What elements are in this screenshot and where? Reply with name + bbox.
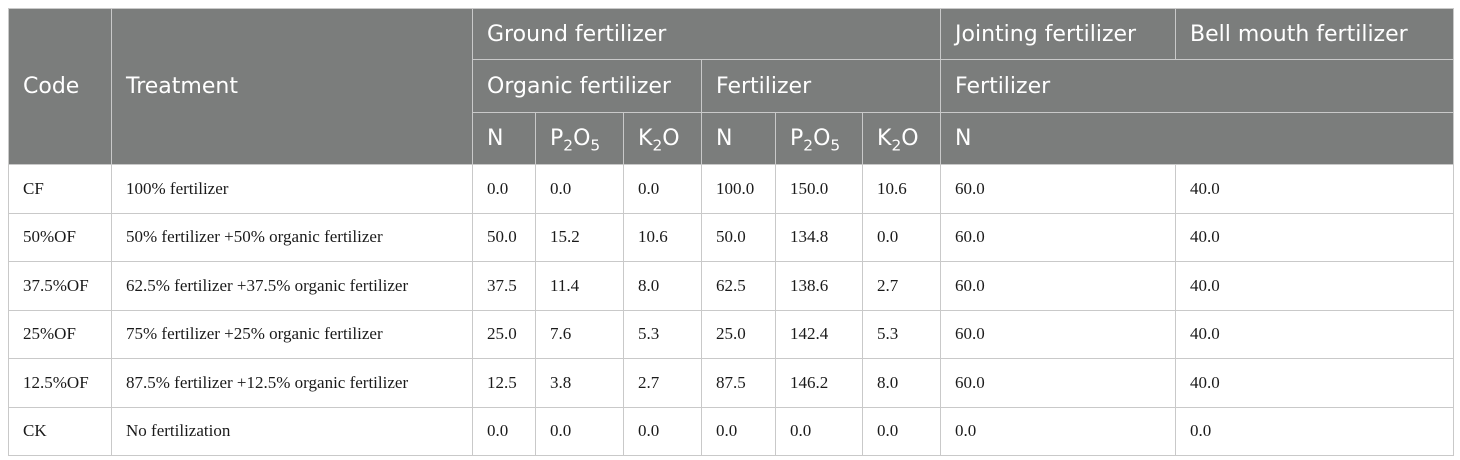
cell-code: 50%OF [8,212,112,262]
cell-organic-n: 12.5 [472,358,536,408]
cell-bell-mouth: 40.0 [1175,164,1455,214]
header-jointing-n: N [940,112,1455,165]
cell-organic-p2o5: 3.8 [535,358,624,408]
cell-fertilizer-k2o: 0.0 [861,406,942,456]
header-fertilizer: Fertilizer [700,59,942,113]
cell-treatment: No fertilization [111,406,473,456]
cell-jointing-n: 60.0 [940,309,1177,359]
cell-treatment: 87.5% fertilizer +12.5% organic fertiliz… [111,358,473,408]
table-row: 12.5%OF 87.5% fertilizer +12.5% organic … [8,358,1455,408]
cell-organic-n: 0.0 [472,406,536,456]
cell-fertilizer-p2o5: 0.0 [775,406,863,456]
cell-bell-mouth: 40.0 [1175,261,1455,311]
header-bell-mouth-fertilizer: Bell mouth fertilizer [1175,8,1455,60]
cell-code: 12.5%OF [8,358,112,408]
cell-organic-p2o5: 0.0 [535,164,624,214]
header-organic-n: N [472,112,536,165]
table-row: 37.5%OF 62.5% fertilizer +37.5% organic … [8,261,1455,311]
cell-organic-n: 50.0 [472,212,536,262]
cell-fertilizer-n: 0.0 [701,406,776,456]
cell-organic-n: 0.0 [472,164,536,214]
cell-fertilizer-n: 87.5 [701,358,776,408]
header-treatment: Treatment [111,8,473,165]
cell-fertilizer-p2o5: 134.8 [775,212,863,262]
cell-fertilizer-p2o5: 150.0 [775,164,863,214]
cell-fertilizer-p2o5: 142.4 [775,309,863,359]
cell-fertilizer-k2o: 0.0 [861,212,942,262]
cell-jointing-n: 60.0 [940,164,1177,214]
table-body: CF 100% fertilizer 0.0 0.0 0.0 100.0 150… [8,164,1455,456]
header-organic-k2o: K2O [623,112,702,165]
cell-jointing-n: 0.0 [940,406,1177,456]
cell-bell-mouth: 40.0 [1175,358,1455,408]
header-jointing-fertilizer: Jointing fertilizer [940,8,1177,60]
table-row: CK No fertilization 0.0 0.0 0.0 0.0 0.0 … [8,406,1455,456]
header-organic-p2o5: P2O5 [535,112,624,165]
cell-code: CF [8,164,112,214]
cell-organic-k2o: 2.7 [623,358,702,408]
cell-fertilizer-n: 100.0 [701,164,776,214]
cell-fertilizer-n: 25.0 [701,309,776,359]
cell-organic-k2o: 8.0 [623,261,702,311]
cell-bell-mouth: 40.0 [1175,309,1455,359]
cell-organic-k2o: 0.0 [623,406,702,456]
header-organic-fertilizer: Organic fertilizer [472,59,702,113]
header-fertilizer-p2o5: P2O5 [775,112,863,165]
cell-fertilizer-k2o: 5.3 [861,309,942,359]
header-fertilizer-topdress: Fertilizer [940,59,1455,113]
cell-code: 37.5%OF [8,261,112,311]
cell-fertilizer-k2o: 8.0 [861,358,942,408]
cell-treatment: 62.5% fertilizer +37.5% organic fertiliz… [111,261,473,311]
cell-organic-p2o5: 7.6 [535,309,624,359]
cell-organic-n: 37.5 [472,261,536,311]
table-row: 50%OF 50% fertilizer +50% organic fertil… [8,212,1455,262]
header-fertilizer-k2o: K2O [861,112,942,165]
cell-fertilizer-n: 62.5 [701,261,776,311]
cell-organic-p2o5: 0.0 [535,406,624,456]
cell-jointing-n: 60.0 [940,261,1177,311]
cell-fertilizer-p2o5: 138.6 [775,261,863,311]
cell-fertilizer-k2o: 2.7 [861,261,942,311]
table-row: CF 100% fertilizer 0.0 0.0 0.0 100.0 150… [8,164,1455,214]
cell-organic-k2o: 10.6 [623,212,702,262]
table-header: Code Treatment Ground fertilizer Jointin… [8,8,1455,165]
cell-fertilizer-n: 50.0 [701,212,776,262]
cell-fertilizer-k2o: 10.6 [861,164,942,214]
cell-organic-n: 25.0 [472,309,536,359]
table-row: 25%OF 75% fertilizer +25% organic fertil… [8,309,1455,359]
header-code: Code [8,8,112,165]
fertilizer-table-container: Code Treatment Ground fertilizer Jointin… [8,8,1455,456]
cell-jointing-n: 60.0 [940,358,1177,408]
header-ground-fertilizer: Ground fertilizer [471,8,942,60]
cell-organic-p2o5: 15.2 [535,212,624,262]
header-fertilizer-n: N [701,112,776,165]
cell-organic-k2o: 0.0 [623,164,702,214]
cell-fertilizer-p2o5: 146.2 [775,358,863,408]
fertilizer-table: Code Treatment Ground fertilizer Jointin… [8,8,1455,456]
cell-treatment: 50% fertilizer +50% organic fertilizer [111,212,473,262]
cell-treatment: 100% fertilizer [111,164,473,214]
cell-treatment: 75% fertilizer +25% organic fertilizer [111,309,473,359]
cell-jointing-n: 60.0 [940,212,1177,262]
cell-code: CK [8,406,112,456]
cell-bell-mouth: 0.0 [1175,406,1455,456]
cell-bell-mouth: 40.0 [1175,212,1455,262]
cell-organic-k2o: 5.3 [623,309,702,359]
cell-code: 25%OF [8,309,112,359]
cell-organic-p2o5: 11.4 [535,261,624,311]
